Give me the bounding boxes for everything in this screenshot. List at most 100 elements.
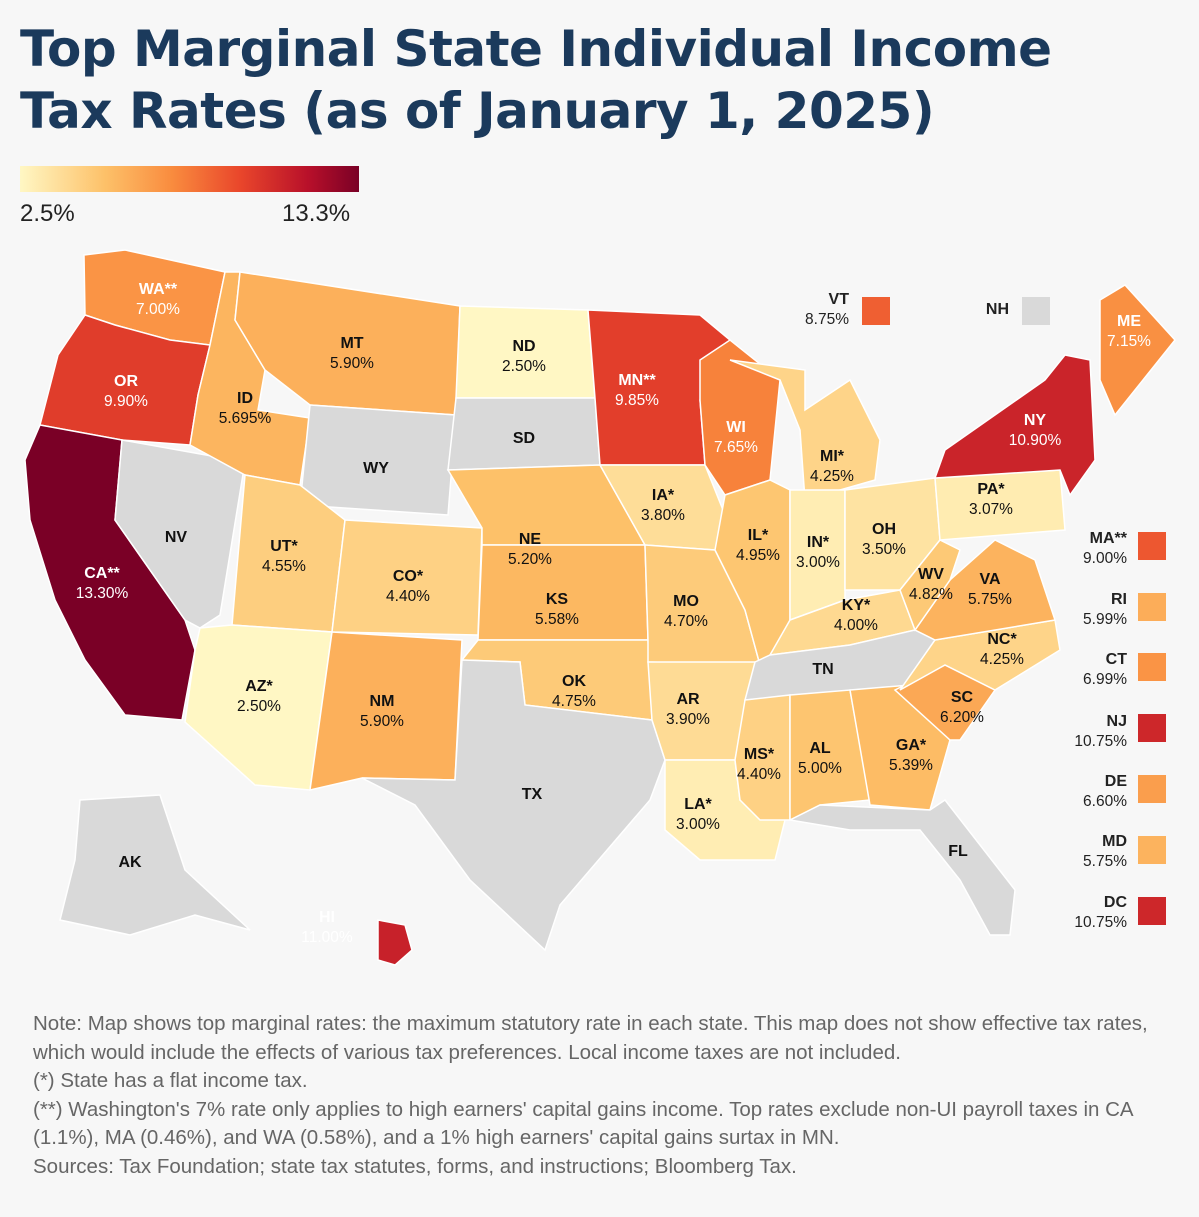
notes-section: Note: Map shows top marginal rates: the … xyxy=(33,1010,1173,1181)
note-flat-tax: (*) State has a flat income tax. xyxy=(33,1069,308,1092)
state-shape-mi xyxy=(729,359,881,501)
state-code-or: OR xyxy=(114,373,138,390)
state-rate-ne: 5.20% xyxy=(508,551,552,568)
state-rate-wa: 7.00% xyxy=(136,301,180,318)
side-label-rate-dc: 10.75% xyxy=(1074,914,1127,931)
state-code-ok: OK xyxy=(562,673,586,690)
map-title: Top Marginal State Individual Income Tax… xyxy=(20,20,1052,140)
side-swatch-dc xyxy=(1138,897,1166,925)
state-rate-ok: 4.75% xyxy=(552,693,596,710)
state-rate-ar: 3.90% xyxy=(666,711,710,728)
state-rate-va: 5.75% xyxy=(968,591,1012,608)
state-rate-ia: 3.80% xyxy=(641,507,685,524)
color-scale-legend xyxy=(20,166,359,192)
state-code-hi: HI xyxy=(319,909,335,926)
side-label-code-ma: MA** xyxy=(1089,530,1127,547)
side-label-code-vt: VT xyxy=(828,291,849,308)
state-code-mn: MN** xyxy=(618,372,656,389)
side-label-code-dc: DC xyxy=(1103,894,1127,911)
state-code-al: AL xyxy=(809,740,831,757)
state-rate-mo: 4.70% xyxy=(664,613,708,630)
side-label-code-de: DE xyxy=(1104,773,1127,790)
note-double-star: (**) Washington's 7% rate only applies t… xyxy=(33,1097,1133,1150)
state-code-id: ID xyxy=(237,390,253,407)
state-rate-id: 5.695% xyxy=(219,410,272,427)
state-rate-nc: 4.25% xyxy=(980,651,1024,668)
state-code-az: AZ* xyxy=(245,678,273,695)
state-code-sc: SC xyxy=(951,689,974,706)
side-label-code-ct: CT xyxy=(1105,651,1127,668)
side-swatch-nh xyxy=(1022,297,1050,325)
state-rate-ky: 4.00% xyxy=(834,617,878,634)
state-code-il: IL* xyxy=(748,527,769,544)
side-label-ri: RI 5.99% xyxy=(987,590,1127,630)
state-rate-ks: 5.58% xyxy=(535,611,579,628)
side-label-rate-nj: 10.75% xyxy=(1074,733,1127,750)
state-code-oh: OH xyxy=(872,521,896,538)
state-rate-ga: 5.39% xyxy=(889,757,933,774)
state-shape-nm xyxy=(309,631,463,791)
side-label-ma: MA** 9.00% xyxy=(987,529,1127,569)
side-label-rate-ri: 5.99% xyxy=(1083,611,1127,628)
state-rate-wv: 4.82% xyxy=(909,586,953,603)
side-label-rate-ma: 9.00% xyxy=(1083,550,1127,567)
state-shape-tx xyxy=(361,659,666,952)
state-rate-nm: 5.90% xyxy=(360,713,404,730)
state-code-nm: NM xyxy=(370,693,395,710)
side-swatch-vt xyxy=(862,297,890,325)
state-code-ks: KS xyxy=(546,591,569,608)
state-code-ca: CA** xyxy=(84,565,120,582)
state-rate-il: 4.95% xyxy=(736,547,780,564)
side-swatch-ct xyxy=(1138,653,1166,681)
side-label-code-ri: RI xyxy=(1111,591,1127,608)
state-rate-nd: 2.50% xyxy=(502,358,546,375)
side-label-rate-vt: 8.75% xyxy=(805,311,849,328)
side-label-md: MD 5.75% xyxy=(987,832,1127,872)
state-shape-ak xyxy=(59,794,251,936)
state-code-in: IN* xyxy=(807,534,830,551)
state-code-ms: MS* xyxy=(744,746,775,763)
state-code-sd: SD xyxy=(513,430,535,447)
state-code-nc: NC* xyxy=(987,631,1017,648)
state-shape-wy xyxy=(299,404,457,516)
side-swatch-md xyxy=(1138,836,1166,864)
state-code-ny: NY xyxy=(1024,412,1047,429)
state-shape-wv xyxy=(899,539,961,632)
state-rate-wi: 7.65% xyxy=(714,439,758,456)
legend-max-label: 13.3% xyxy=(282,200,351,227)
state-code-ne: NE xyxy=(519,531,542,548)
state-code-co: CO* xyxy=(393,568,424,585)
side-label-ct: CT 6.99% xyxy=(987,650,1127,690)
state-code-ut: UT* xyxy=(270,538,298,555)
side-label-code-nh: NH xyxy=(985,301,1009,318)
state-shape-fl xyxy=(787,798,1016,936)
legend-min-label: 2.5% xyxy=(20,200,75,227)
note-general: Note: Map shows top marginal rates: the … xyxy=(33,1012,1148,1064)
state-code-nd: ND xyxy=(512,338,535,355)
state-code-mt: MT xyxy=(340,335,363,352)
state-code-wa: WA** xyxy=(139,281,178,298)
side-label-dc: DC 10.75% xyxy=(987,893,1127,933)
side-label-rate-de: 6.60% xyxy=(1083,793,1127,810)
state-code-tn: TN xyxy=(812,661,833,678)
us-states-map: WA** 7.00% OR 9.90% CA** 13.30% NV ID 5.695% MT 5.… xyxy=(24,249,1176,966)
side-swatch-nj xyxy=(1138,714,1166,742)
state-code-tx: TX xyxy=(522,786,543,803)
state-code-la: LA* xyxy=(684,796,712,813)
state-rate-ms: 4.40% xyxy=(737,766,781,783)
state-code-ia: IA* xyxy=(652,487,675,504)
state-code-ak: AK xyxy=(118,854,142,871)
state-rate-mi: 4.25% xyxy=(810,468,854,485)
side-label-vt: VT 8.75% xyxy=(709,290,849,330)
state-rate-or: 9.90% xyxy=(104,393,148,410)
side-swatch-ri xyxy=(1138,593,1166,621)
state-code-mi: MI* xyxy=(820,448,845,465)
state-rate-ny: 10.90% xyxy=(1009,432,1062,449)
side-label-nj: NJ 10.75% xyxy=(987,712,1127,752)
state-code-va: VA xyxy=(979,571,1000,588)
side-label-code-md: MD xyxy=(1102,833,1127,850)
side-label-de: DE 6.60% xyxy=(987,772,1127,812)
state-rate-ca: 13.30% xyxy=(76,585,129,602)
side-label-rate-md: 5.75% xyxy=(1083,853,1127,870)
state-code-nv: NV xyxy=(165,529,188,546)
